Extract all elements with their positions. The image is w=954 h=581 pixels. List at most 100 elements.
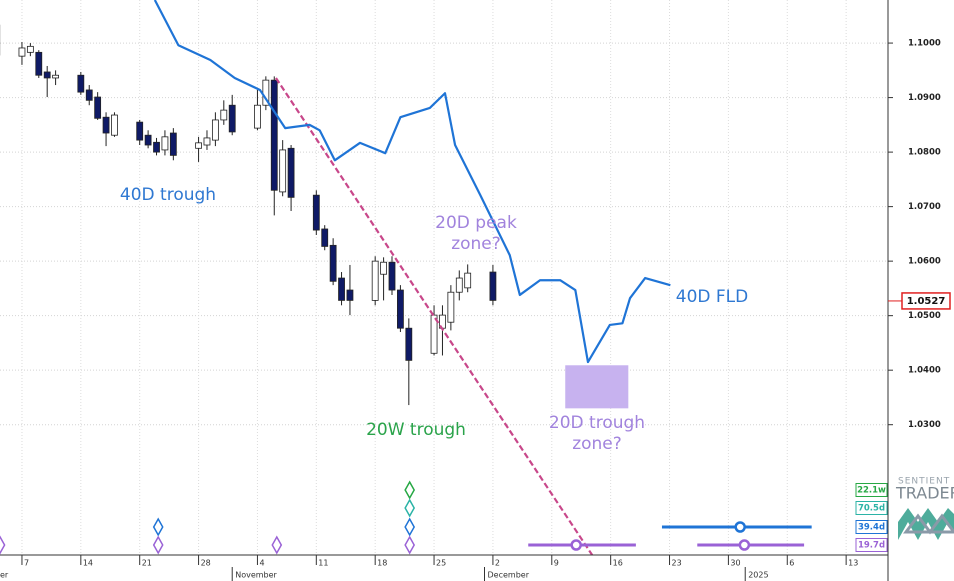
- candle-body: [455, 277, 463, 293]
- y-tick-label: 1.0400: [908, 366, 941, 376]
- logo-mark: [903, 513, 954, 535]
- month-label: 2025: [748, 571, 768, 580]
- x-tick-label: 11: [318, 559, 328, 568]
- last-price-box: [901, 292, 951, 310]
- fld-line: [153, 0, 671, 364]
- annotation: 40D trough: [120, 185, 216, 205]
- y-tick-label: 1.1000: [908, 39, 941, 49]
- candle-body: [77, 74, 85, 93]
- candle-body: [35, 51, 43, 76]
- candle-body: [94, 96, 102, 119]
- cycle-center: [570, 539, 582, 551]
- cycle-label: 70.5d: [858, 504, 885, 514]
- candle-body: [111, 114, 118, 136]
- cycle-label-box: [855, 538, 888, 552]
- candle-body: [388, 261, 396, 291]
- x-tick-label: 30: [730, 559, 740, 568]
- candle-body: [489, 271, 497, 301]
- y-tick-label: 1.0300: [908, 420, 941, 430]
- month-label: December: [488, 571, 530, 580]
- candle-body: [430, 314, 438, 354]
- trough-zone: [565, 365, 629, 409]
- candle-body: [18, 47, 26, 57]
- cycle-label: 22.1w: [857, 486, 886, 496]
- x-tick-label: 23: [672, 559, 682, 568]
- cycle-label: 39.4d: [858, 523, 885, 533]
- x-tick-label: 13: [848, 559, 858, 568]
- candle-body: [270, 79, 278, 191]
- trend-line: [275, 77, 594, 555]
- x-tick-label: 2: [495, 559, 500, 568]
- annotation: 20W trough: [366, 420, 466, 440]
- x-tick-label: 18: [377, 559, 387, 568]
- cycle-label-box: [855, 501, 888, 515]
- candle-body: [169, 132, 177, 156]
- y-tick-label: 1.0900: [908, 93, 941, 103]
- month-label: er: [0, 571, 9, 580]
- x-tick-label: 28: [201, 559, 211, 568]
- candle-body: [321, 228, 329, 247]
- x-tick-label: 9: [554, 559, 559, 568]
- x-tick-label: 6: [789, 559, 794, 568]
- y-tick-label: 1.0800: [908, 148, 941, 158]
- brand-text: SENTIENT: [898, 477, 950, 487]
- cycle-label-box: [855, 520, 888, 534]
- cycle-center: [738, 539, 751, 551]
- annotation: 40D FLD: [676, 287, 748, 307]
- x-tick-label: 25: [436, 559, 446, 568]
- cycle-diamond: [404, 517, 416, 537]
- candle-body: [52, 74, 59, 79]
- candle-body: [279, 149, 287, 193]
- candle-body: [136, 121, 144, 141]
- cycle-label-box: [855, 483, 888, 497]
- cycle-center: [734, 521, 746, 533]
- cycle-diamond: [0, 535, 6, 555]
- annotation: 20D peak: [435, 213, 517, 233]
- candle-body: [203, 137, 211, 146]
- candle-body: [329, 244, 337, 282]
- candle-body: [26, 45, 34, 53]
- candle-body: [228, 104, 236, 133]
- candle-body: [153, 141, 160, 153]
- candle-body: [43, 71, 51, 79]
- x-tick-label: 16: [613, 559, 623, 568]
- annotation: 20D trough: [549, 413, 645, 433]
- candle-body: [346, 289, 354, 301]
- x-tick-label: 7: [24, 559, 29, 568]
- candle-body: [287, 147, 295, 198]
- x-tick-label: 21: [142, 559, 152, 568]
- cycle-diamond: [152, 517, 164, 537]
- candle-body: [338, 277, 345, 301]
- candle-body: [464, 272, 472, 289]
- candle-body: [371, 260, 379, 301]
- y-tick-label: 1.0600: [908, 257, 941, 267]
- annotation: zone?: [451, 234, 501, 254]
- annotation: zone?: [572, 434, 622, 454]
- x-tick-label: 4: [259, 559, 264, 568]
- month-label: November: [235, 571, 277, 580]
- y-tick-label: 1.0500: [908, 311, 941, 321]
- candle-body: [405, 327, 413, 361]
- cycle-label: 19.7d: [858, 541, 885, 551]
- candle-body: [447, 291, 455, 323]
- cycle-diamond: [271, 535, 283, 555]
- cycle-diamond: [152, 535, 164, 555]
- candle-body: [144, 134, 152, 146]
- cycle-diamond: [404, 498, 416, 518]
- brand-text: TRADER: [895, 484, 954, 503]
- y-tick-label: 1.0700: [908, 202, 941, 212]
- candle-body: [161, 136, 169, 151]
- candle-body: [220, 109, 228, 121]
- candle-body: [380, 261, 387, 275]
- candle-body: [312, 194, 320, 231]
- last-price-label: 1.0527: [907, 296, 946, 307]
- cycle-diamond: [404, 480, 416, 500]
- cycle-diamond: [404, 535, 416, 555]
- candle-body: [195, 142, 202, 149]
- candle-body: [254, 104, 261, 129]
- logo: SENTIENT TRADER: [895, 477, 954, 540]
